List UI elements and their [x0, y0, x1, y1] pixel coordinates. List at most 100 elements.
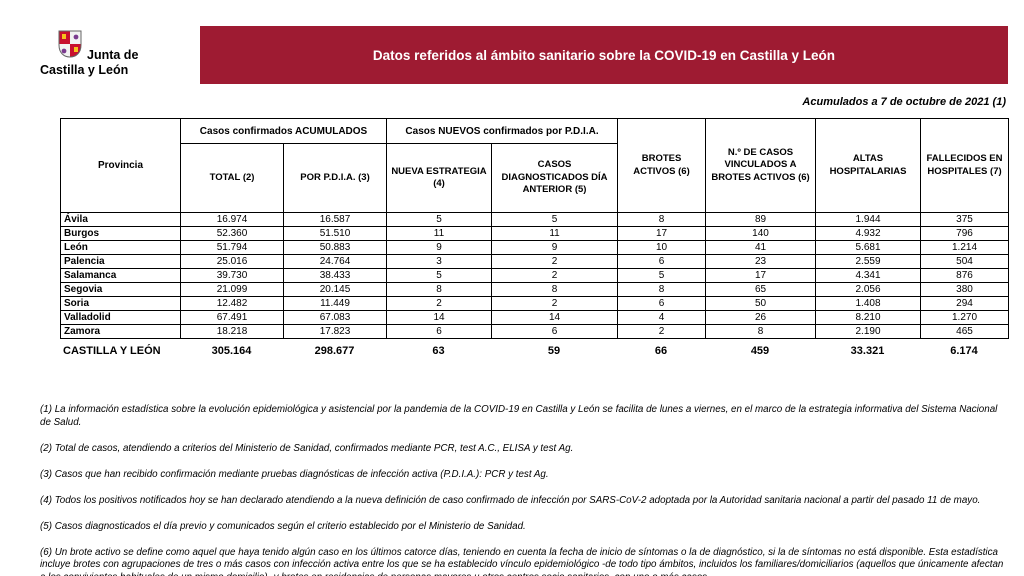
cell-nueva-estrategia: 2: [386, 296, 492, 311]
cell-fallecidos: 504: [920, 254, 1010, 269]
cell-fallecidos: 876: [920, 268, 1010, 283]
table-row-leon: León 51.794 50.883 9 9 10 41 5.681 1.214: [60, 240, 1010, 255]
cell-provincia: Ávila: [60, 212, 181, 227]
cell-provincia-total: CASTILLA Y LEÓN: [63, 345, 161, 357]
cell-brotes: 6: [617, 254, 707, 269]
col-header-por-pdia: POR P.D.I.A. (3): [283, 143, 387, 213]
cell-vinculados: 65: [705, 282, 817, 297]
cell-total: 16.974: [180, 212, 284, 227]
cell-provincia: Zamora: [60, 324, 181, 339]
cell-altas: 4.932: [815, 226, 922, 241]
logo-text-line2: Castilla y León: [40, 63, 129, 77]
cell-diagnosticados: 59: [547, 345, 561, 357]
col-header-provincia: Provincia: [60, 118, 181, 213]
footnote-1: (1) La información estadística sobre la …: [40, 404, 998, 428]
cell-por-pdia: 50.883: [283, 240, 387, 255]
cell-altas: 1.944: [815, 212, 922, 227]
col-header-brotes-activos: BROTES ACTIVOS (6): [617, 118, 707, 213]
total-row-table: CASTILLA Y LEÓN 305.164 298.677 63 59 66…: [60, 340, 1008, 362]
cell-vinculados: 41: [705, 240, 817, 255]
col-header-casos-vinculados: N.º DE CASOS VINCULADOS A BROTES ACTIVOS…: [705, 118, 817, 213]
footnote-3: (3) Casos que han recibido confirmación …: [40, 468, 549, 480]
cell-altas: 5.681: [815, 240, 922, 255]
cell-total: 21.099: [180, 282, 284, 297]
cell-por-pdia: 51.510: [283, 226, 387, 241]
cell-brotes: 4: [617, 310, 707, 325]
cell-diagnosticados: 2: [490, 268, 619, 283]
cell-diagnosticados: 9: [490, 240, 619, 255]
cell-fallecidos: 375: [920, 212, 1010, 227]
logo-text-line1: Junta de: [87, 47, 139, 62]
junta-cyl-shield-icon: [58, 30, 82, 63]
group-header-nuevos-pdia: Casos NUEVOS confirmados por P.D.I.A.: [385, 118, 619, 144]
cell-total: 305.164: [211, 345, 252, 357]
footnotes: (1) La información estadística sobre la …: [40, 404, 1006, 576]
cell-nueva-estrategia: 8: [386, 282, 492, 297]
cell-fallecidos: 294: [920, 296, 1010, 311]
cell-nueva-estrategia: 6: [386, 324, 492, 339]
cell-nueva-estrategia: 5: [386, 268, 492, 283]
cell-nueva-estrategia: 3: [386, 254, 492, 269]
col-header-diagnosticados: CASOS DIAGNOSTICADOS DÍA ANTERIOR (5): [490, 143, 619, 213]
cell-altas: 2.190: [815, 324, 922, 339]
footnote-2: (2) Total de casos, atendiendo a criteri…: [40, 442, 574, 454]
cell-nueva-estrategia: 63: [432, 345, 445, 357]
cell-fallecidos: 6.174: [950, 345, 978, 357]
cell-total: 52.360: [180, 226, 284, 241]
cell-brotes: 17: [617, 226, 707, 241]
footnote-5: (5) Casos diagnosticados el día previo y…: [40, 520, 526, 532]
cell-provincia: Soria: [60, 296, 181, 311]
cell-fallecidos: 465: [920, 324, 1010, 339]
cell-vinculados: 17: [705, 268, 817, 283]
cell-brotes: 6: [617, 296, 707, 311]
cell-nueva-estrategia: 5: [386, 212, 492, 227]
col-header-altas: ALTAS HOSPITALARIAS: [815, 118, 922, 213]
cell-nueva-estrategia: 9: [386, 240, 492, 255]
cell-vinculados: 459: [750, 345, 770, 357]
cell-diagnosticados: 14: [490, 310, 619, 325]
cell-nueva-estrategia: 14: [386, 310, 492, 325]
covid-data-table: Provincia Casos confirmados ACUMULADOS C…: [60, 118, 1010, 339]
cell-provincia: Burgos: [60, 226, 181, 241]
cell-altas: 4.341: [815, 268, 922, 283]
cell-vinculados: 26: [705, 310, 817, 325]
table-row-avila: Ávila 16.974 16.587 5 5 8 89 1.944 375: [60, 212, 1010, 227]
cell-diagnosticados: 11: [490, 226, 619, 241]
cell-diagnosticados: 5: [490, 212, 619, 227]
table-row-palencia: Palencia 25.016 24.764 3 2 6 23 2.559 50…: [60, 254, 1010, 269]
cell-total: 25.016: [180, 254, 284, 269]
cell-nueva-estrategia: 11: [386, 226, 492, 241]
junta-cyl-logo-block: Junta de Castilla y León: [38, 26, 176, 84]
cell-brotes: 8: [617, 282, 707, 297]
col-header-fallecidos: FALLECIDOS EN HOSPITALES (7): [920, 118, 1010, 213]
cell-altas: 2.559: [815, 254, 922, 269]
cell-total: 12.482: [180, 296, 284, 311]
cell-vinculados: 89: [705, 212, 817, 227]
top-bar: Junta de Castilla y León Datos referidos…: [0, 0, 1024, 84]
cell-fallecidos: 796: [920, 226, 1010, 241]
cell-vinculados: 140: [705, 226, 817, 241]
col-header-total: TOTAL (2): [180, 143, 284, 213]
cell-por-pdia: 11.449: [283, 296, 387, 311]
banner-title: Datos referidos al ámbito sanitario sobr…: [200, 26, 1008, 84]
cell-brotes: 10: [617, 240, 707, 255]
cell-total: 39.730: [180, 268, 284, 283]
cell-brotes: 8: [617, 212, 707, 227]
cell-por-pdia: 20.145: [283, 282, 387, 297]
cell-total: 67.491: [180, 310, 284, 325]
cell-altas: 8.210: [815, 310, 922, 325]
footnote-4: (4) Todos los positivos notificados hoy …: [40, 494, 981, 506]
cell-por-pdia: 16.587: [283, 212, 387, 227]
cell-diagnosticados: 2: [490, 296, 619, 311]
cell-provincia: Palencia: [60, 254, 181, 269]
cell-fallecidos: 380: [920, 282, 1010, 297]
cell-fallecidos: 1.270: [920, 310, 1010, 325]
cell-por-pdia: 67.083: [283, 310, 387, 325]
table-row-segovia: Segovia 21.099 20.145 8 8 8 65 2.056 380: [60, 282, 1010, 297]
cell-por-pdia: 17.823: [283, 324, 387, 339]
cell-fallecidos: 1.214: [920, 240, 1010, 255]
cell-altas: 2.056: [815, 282, 922, 297]
cell-por-pdia: 24.764: [283, 254, 387, 269]
cell-vinculados: 23: [705, 254, 817, 269]
footnote-6: (6) Un brote activo se define como aquel…: [40, 546, 1004, 576]
